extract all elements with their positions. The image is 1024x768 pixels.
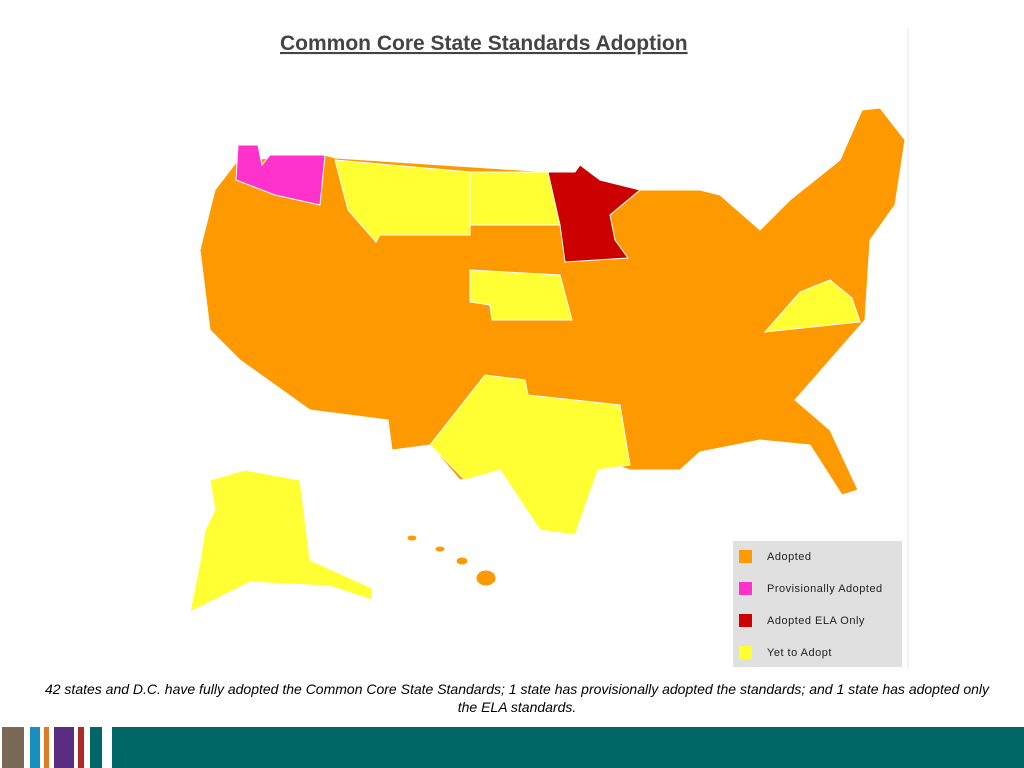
legend-label: Adopted (767, 551, 811, 563)
texas (429, 374, 631, 536)
hawaii-island (455, 556, 469, 566)
legend-label: Adopted ELA Only (767, 615, 865, 627)
legend-label: Provisionally Adopted (767, 583, 883, 595)
washington (235, 144, 326, 206)
map-title: Common Core State Standards Adoption (280, 32, 688, 55)
legend-label: Yet to Adopt (767, 647, 832, 659)
legend-swatch (739, 550, 752, 563)
footer-stripe (78, 727, 84, 768)
legend: Adopted Provisionally Adopted Adopted ELA … (739, 550, 883, 659)
footer-stripe (54, 727, 74, 768)
alaska (189, 469, 373, 613)
caption: 42 states and D.C. have fully adopted th… (44, 681, 990, 715)
hawaii-island (475, 569, 497, 587)
footer-stripe (90, 727, 102, 768)
legend-swatch (739, 614, 752, 627)
footer-stripe (30, 727, 40, 768)
us-map (189, 107, 906, 613)
virginia (763, 279, 861, 333)
footer-stripe (44, 727, 49, 768)
nebraska (469, 269, 573, 321)
legend-box (733, 541, 902, 667)
footer-stripe (2, 727, 24, 768)
hawaii-island (406, 534, 418, 542)
hawaii-island (434, 545, 446, 553)
north-dakota (469, 171, 561, 226)
legend-swatch (739, 582, 752, 595)
legend-swatch (739, 646, 752, 659)
footer-bar (0, 727, 1024, 768)
minnesota (547, 164, 642, 263)
